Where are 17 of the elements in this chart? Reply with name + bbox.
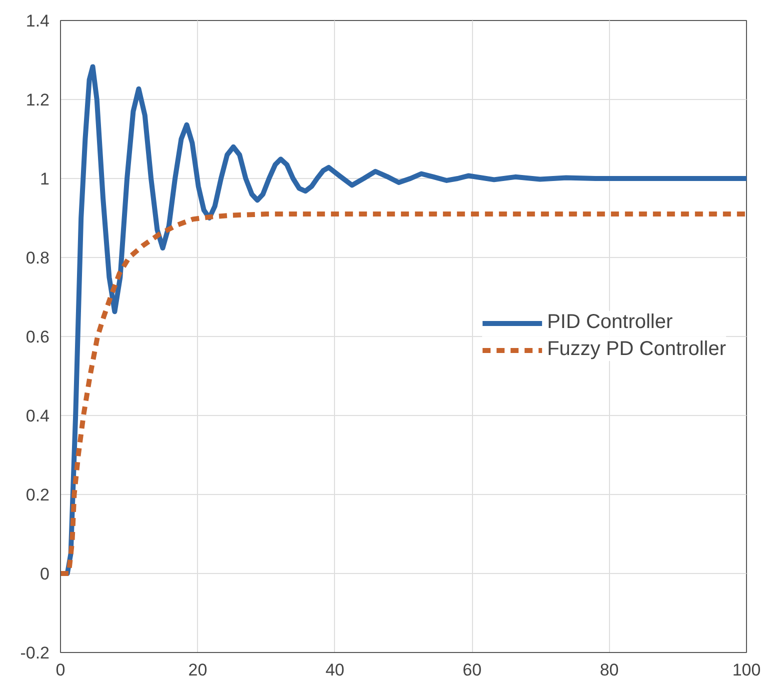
y-tick-label: 1	[40, 170, 50, 188]
x-tick-label: 0	[56, 660, 66, 680]
x-tick-label: 60	[462, 660, 482, 680]
y-tick-label: -0.2	[20, 644, 50, 662]
y-tick-label: 0.4	[26, 406, 50, 426]
y-tick-label: 1.4	[26, 12, 50, 30]
legend-label: PID Controller	[547, 311, 673, 334]
y-tick-label: 1.2	[26, 90, 50, 110]
x-tick-label: 40	[325, 660, 344, 680]
x-tick-label: 100	[732, 660, 761, 680]
y-tick-label: 0.2	[26, 486, 50, 504]
legend-label: Fuzzy PD Controller	[547, 338, 726, 361]
x-tick-label: 80	[600, 660, 619, 680]
x-tick-label: 20	[188, 660, 208, 680]
y-tick-label: 0.8	[26, 248, 50, 268]
y-tick-label: 0.6	[26, 328, 50, 346]
y-tick-label: 0	[40, 564, 50, 584]
